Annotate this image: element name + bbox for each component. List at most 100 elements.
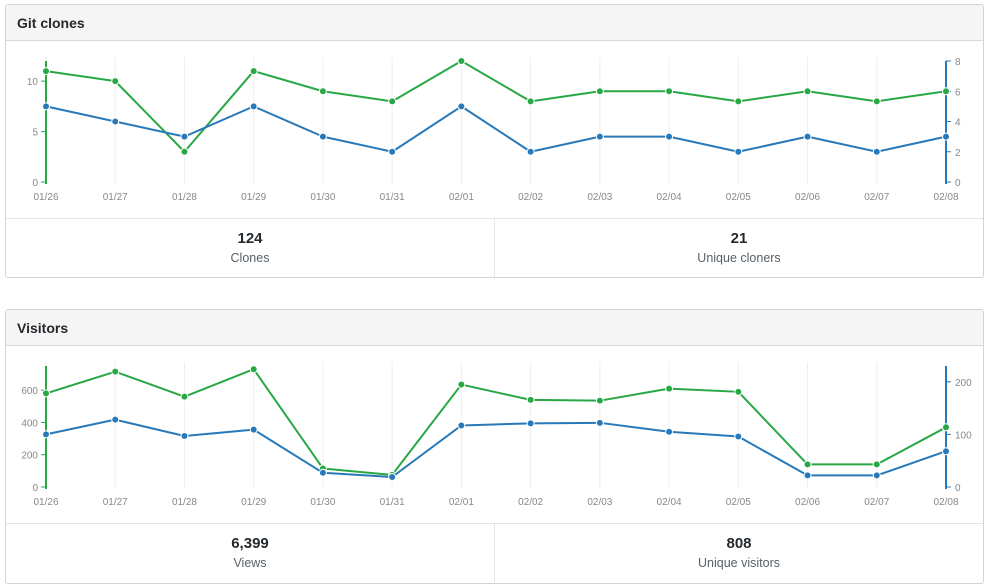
clones-chart-x-tick-label: 01/26 <box>33 192 58 203</box>
clones-chart-x-tick-label: 02/05 <box>726 192 751 203</box>
clones-chart-series-left-point <box>180 147 189 156</box>
clones-chart-series-left-point <box>318 87 327 96</box>
visitors-chart-x-tick-label: 02/03 <box>587 497 612 508</box>
visitors-chart-x-tick-label: 02/05 <box>726 497 751 508</box>
clones-chart-left-tick-label: 10 <box>27 77 39 88</box>
clones-chart-right-tick-label: 2 <box>955 148 961 159</box>
unique-cloners-stat: 21 Unique cloners <box>494 219 983 277</box>
visitors-chart-series-left-point <box>665 384 674 393</box>
unique-visitors-count: 808 <box>726 535 752 552</box>
clones-label: Clones <box>230 251 270 265</box>
clones-chart-right-tick-label: 4 <box>955 118 961 129</box>
visitors-chart-series-right-point <box>872 471 881 480</box>
clones-chart-series-right-point <box>111 117 120 126</box>
visitors-chart-series-left-point <box>595 396 604 405</box>
clones-chart-series-right-line <box>45 105 947 153</box>
clones-chart-series-right-point <box>665 132 674 141</box>
clones-chart-left-tick-label: 0 <box>32 178 38 189</box>
visitors-chart-series-right-point <box>388 473 397 482</box>
visitors-chart-x-tick-label: 01/26 <box>33 497 58 508</box>
visitors-stats: 6,399 Views 808 Unique visitors <box>6 524 983 582</box>
visitors-chart-series-right-point <box>526 419 535 428</box>
visitors-chart-series-right-point <box>318 468 327 477</box>
clones-chart-series-right-point <box>526 147 535 156</box>
visitors-chart-x-tick-label: 01/31 <box>380 497 405 508</box>
visitors-chart-series-right-point <box>803 471 812 480</box>
clones-chart-series-right-point <box>457 102 466 111</box>
clones-chart-series-right-point <box>734 147 743 156</box>
visitors-chart-series-right-point <box>111 415 120 424</box>
clones-chart-series-left-point <box>388 97 397 106</box>
clones-chart-series-left-point <box>595 87 604 96</box>
clones-chart-x-tick-label: 02/07 <box>864 192 889 203</box>
visitors-chart-x-tick-label: 02/07 <box>864 497 889 508</box>
unique-visitors-stat: 808 Unique visitors <box>494 524 983 582</box>
git-clones-chart-svg: 0 5 10 0 2 4 6 8 01/26 01/27 01/28 01/29 01/30 01/31 0… <box>27 57 961 203</box>
clones-chart-x-tick-label: 01/27 <box>103 192 128 203</box>
clones-stat: 124 Clones <box>6 219 494 277</box>
clones-chart-series-right-point <box>318 132 327 141</box>
clones-chart-series-left-point <box>42 67 50 76</box>
visitors-chart-series-left-point <box>872 460 881 469</box>
visitors-chart-right-tick-label: 100 <box>955 430 972 441</box>
clones-chart-series-left-point <box>734 97 743 106</box>
clones-chart-series-left-point <box>457 57 466 65</box>
visitors-chart-series-left-point <box>42 389 50 398</box>
clones-chart-series-left-point <box>526 97 535 106</box>
visitors-chart-left-tick-label: 600 <box>21 386 38 397</box>
unique-cloners-label: Unique cloners <box>697 251 781 265</box>
visitors-chart-left-tick-label: 400 <box>21 418 38 429</box>
clones-chart-x-tick-label: 02/03 <box>587 192 612 203</box>
visitors-chart-series-left-point <box>180 392 189 401</box>
clones-chart-x-tick-label: 02/08 <box>933 192 958 203</box>
visitors-chart-x-tick-label: 02/08 <box>933 497 958 508</box>
visitors-chart-series-left-line <box>45 368 947 476</box>
git-clones-chart: 0 5 10 0 2 4 6 8 01/26 01/27 01/28 01/29 01/30 01/31 0… <box>6 41 983 219</box>
clones-chart-x-tick-label: 01/31 <box>380 192 405 203</box>
views-count: 6,399 <box>231 535 269 552</box>
clones-chart-right-tick-label: 8 <box>955 57 961 68</box>
visitors-chart-x-tick-label: 01/28 <box>172 497 197 508</box>
clones-chart-series-right-point <box>595 132 604 141</box>
visitors-chart-series-right-point <box>942 447 950 456</box>
visitors-chart-x-tick-label: 01/29 <box>241 497 266 508</box>
visitors-chart-x-tick-label: 02/01 <box>449 497 474 508</box>
clones-chart-series-right-point <box>180 132 189 141</box>
clones-chart-series-right-point <box>942 132 950 141</box>
clones-chart-series-left-point <box>249 67 258 76</box>
git-clones-stats: 124 Clones 21 Unique cloners <box>6 219 983 277</box>
clones-chart-x-tick-label: 01/29 <box>241 192 266 203</box>
visitors-chart-series-right-point <box>249 425 258 434</box>
clones-chart-x-tick-label: 02/02 <box>518 192 543 203</box>
unique-cloners-count: 21 <box>730 230 748 247</box>
views-stat: 6,399 Views <box>6 524 494 582</box>
clones-chart-series-left-point <box>665 87 674 96</box>
visitors-chart-right-tick-label: 0 <box>955 483 961 494</box>
visitors-chart-series-left-point <box>942 423 950 432</box>
clones-chart-series-right-point <box>388 147 397 156</box>
visitors-chart-right-tick-label: 200 <box>955 378 972 389</box>
unique-visitors-label: Unique visitors <box>698 556 780 570</box>
visitors-chart-series-left-point <box>803 460 812 469</box>
clones-count: 124 <box>237 230 263 247</box>
visitors-chart: 0 200 400 600 0 100 200 01/26 01/27 01/28 01/29 01/… <box>6 346 983 524</box>
clones-chart-series-left-point <box>803 87 812 96</box>
views-label: Views <box>233 556 267 570</box>
clones-chart-series-right-point <box>42 102 50 111</box>
visitors-chart-series-left-point <box>457 380 466 389</box>
visitors-chart-series-right-line <box>45 418 947 479</box>
visitors-chart-left-tick-label: 0 <box>32 483 38 494</box>
clones-chart-x-tick-label: 01/30 <box>310 192 335 203</box>
visitors-chart-x-tick-label: 02/04 <box>657 497 682 508</box>
clones-chart-series-left-point <box>872 97 881 106</box>
visitors-chart-series-right-point <box>180 431 189 440</box>
visitors-chart-series-right-point <box>734 432 743 441</box>
clones-chart-series-left-point <box>942 87 950 96</box>
clones-chart-x-tick-label: 02/04 <box>657 192 682 203</box>
visitors-chart-x-tick-label: 01/27 <box>103 497 128 508</box>
git-clones-title: Git clones <box>6 5 983 41</box>
visitors-chart-series-right-point <box>457 421 466 430</box>
clones-chart-series-right-point <box>872 147 881 156</box>
git-clones-panel: Git clones 0 5 10 0 2 4 6 8 01/26 01/27 01/28 01/29… <box>5 4 984 278</box>
visitors-chart-left-tick-label: 200 <box>21 451 38 462</box>
